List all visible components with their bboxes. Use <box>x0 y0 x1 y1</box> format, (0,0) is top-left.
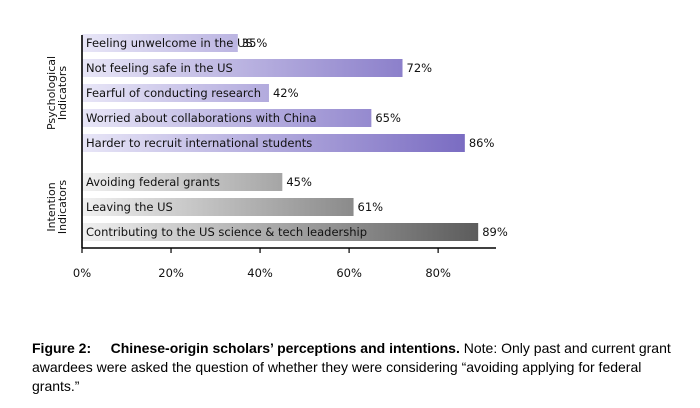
bar-0-2 <box>82 84 269 102</box>
bar-value-label: 35% <box>242 36 268 50</box>
bar-0-4 <box>82 134 465 152</box>
bar-1-0 <box>82 173 283 191</box>
x-tick-label: 80% <box>425 266 451 280</box>
bar-0-1 <box>82 59 403 77</box>
bar-category-label: Feeling unwelcome in the US <box>86 36 253 50</box>
bar-category-label: Avoiding federal grants <box>86 175 220 189</box>
bar-value-label: 89% <box>482 225 508 239</box>
bar-value-label: 42% <box>273 86 299 100</box>
group-label: IntentionIndicators <box>45 180 69 235</box>
x-tick-label: 40% <box>247 266 273 280</box>
x-tick-label: 20% <box>158 266 184 280</box>
bar-value-label: 72% <box>407 61 433 75</box>
x-tick-label: 60% <box>336 266 362 280</box>
bar-0-0 <box>82 34 238 52</box>
group-label: PsychologicalIndicators <box>45 56 69 130</box>
bar-value-label: 86% <box>469 136 495 150</box>
group-label-line: Indicators <box>56 66 69 121</box>
caption-title: Chinese-origin scholars’ perceptions and… <box>110 340 460 356</box>
bar-category-label: Worried about collaborations with China <box>86 111 317 125</box>
group-label-line: Intention <box>45 182 58 231</box>
bar-category-label: Fearful of conducting research <box>86 86 261 100</box>
bar-1-1 <box>82 198 354 216</box>
bar-value-label: 61% <box>358 200 384 214</box>
bar-category-label: Leaving the US <box>86 200 173 214</box>
caption-number: Figure 2: <box>32 340 92 356</box>
x-tick-label: 0% <box>73 266 91 280</box>
bar-value-label: 45% <box>286 175 312 189</box>
caption-note: Note: Only past and current grant awarde… <box>32 340 671 394</box>
bar-0-3 <box>82 109 372 127</box>
bar-value-label: 65% <box>375 111 401 125</box>
bar-category-label: Harder to recruit international students <box>86 136 312 150</box>
bar-category-label: Not feeling safe in the US <box>86 61 233 75</box>
group-label-line: Indicators <box>56 180 69 235</box>
group-label-line: Psychological <box>45 56 58 130</box>
bar-category-label: Contributing to the US science & tech le… <box>86 225 367 239</box>
bar-1-2 <box>82 223 479 241</box>
figure-caption: Figure 2: Chinese-origin scholars’ perce… <box>32 339 682 396</box>
